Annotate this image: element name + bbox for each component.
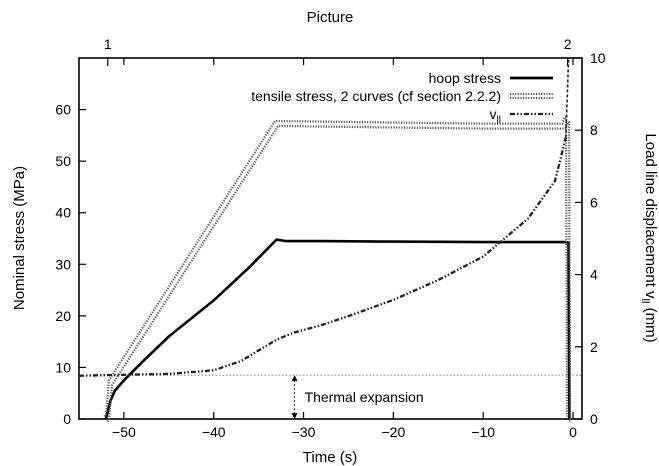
x-tick-label: −30 — [292, 424, 316, 440]
x-tick-label: 0 — [569, 424, 577, 440]
series-line-vll-end — [565, 59, 570, 138]
y-tick-label: 40 — [55, 205, 71, 221]
series-line-tensile-stress-curve-1 — [103, 116, 569, 418]
legend-label-hoop-stress: hoop stress — [429, 70, 501, 86]
top-axis-label: Picture — [307, 9, 354, 26]
y2-tick-label: 0 — [590, 411, 598, 427]
top-tick-label: 2 — [564, 36, 572, 52]
y2-tick-label: 2 — [590, 339, 598, 355]
x-tick-label: −20 — [382, 424, 406, 440]
y2-tick-label: 10 — [590, 50, 606, 66]
y2-axis-label-main: Load line displacement v — [642, 133, 659, 299]
thermal-expansion-arrowhead-bottom — [291, 413, 298, 419]
y-tick-label: 30 — [55, 256, 71, 272]
series-line-vll — [78, 137, 567, 377]
y2-axis-label: Load line displacement vll (mm) — [639, 133, 659, 342]
thermal-expansion-label: Thermal expansion — [305, 389, 424, 405]
y2-axis-label-sub: ll — [639, 299, 651, 304]
x-tick-label: −10 — [471, 424, 495, 440]
y-tick-label: 10 — [55, 359, 71, 375]
y2-tick-label: 6 — [590, 194, 598, 210]
top-tick-label: 1 — [104, 36, 112, 52]
x-tick-label: −50 — [112, 424, 136, 440]
legend-label-vll-sub: ll — [497, 115, 501, 126]
y2-tick-label: 8 — [590, 122, 598, 138]
x-axis-label: Time (s) — [303, 449, 357, 466]
y2-axis-label-unit: (mm) — [642, 303, 659, 342]
x-tick-label: −40 — [202, 424, 226, 440]
y-axis-label: Nominal stress (MPa) — [11, 166, 28, 310]
legend-label-vll: vll — [490, 106, 501, 126]
y2-tick-label: 4 — [590, 267, 598, 283]
series-layer — [78, 59, 572, 423]
y-tick-label: 50 — [55, 153, 71, 169]
y-tick-label: 20 — [55, 308, 71, 324]
legend: hoop stress tensile stress, 2 curves (cf… — [251, 70, 553, 126]
y-tick-label: 0 — [63, 411, 71, 427]
legend-label-tensile-stress: tensile stress, 2 curves (cf section 2.2… — [251, 88, 501, 104]
thermal-annotation: Thermal expansion — [291, 375, 424, 419]
y-tick-label: 60 — [55, 102, 71, 118]
thermal-expansion-arrowhead-top — [291, 375, 298, 382]
plot-frame — [78, 57, 583, 420]
legend-label-vll-main: v — [490, 106, 497, 122]
series-line-tensile-stress-curve-2 — [106, 121, 572, 423]
series-line-hoop-stress — [104, 238, 571, 420]
